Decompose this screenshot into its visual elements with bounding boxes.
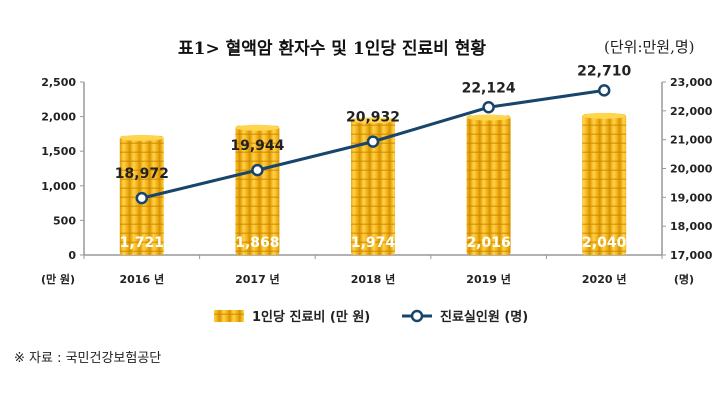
bar-value-label: 2,016 (466, 235, 510, 251)
bar-value-label: 1,868 (235, 235, 279, 251)
right-tick-label: 19,000 (670, 191, 713, 204)
left-tick-label: 0 (68, 249, 76, 262)
legend-line-label: 진료실인원 (명) (440, 309, 528, 325)
line-value-label: 19,944 (230, 138, 284, 154)
line-value-label: 22,710 (577, 63, 631, 79)
legend-line-marker (410, 309, 424, 323)
source-note: ※ 자료 : 국민건강보험공단 (14, 351, 162, 366)
x-tick-label: 2016 년 (120, 272, 165, 286)
right-tick-label: 21,000 (670, 134, 713, 147)
bar-coin-stack (351, 118, 395, 255)
bar-top-coin (582, 112, 627, 119)
bar-coin-stack (582, 113, 627, 255)
bar-value-label: 1,721 (120, 235, 164, 251)
left-tick-label: 2,000 (41, 111, 76, 124)
x-tick-label: 2019 년 (466, 272, 511, 286)
left-tick-label: 1,000 (41, 180, 76, 193)
bar-coin-stack (466, 115, 511, 255)
bar-top-coin (351, 117, 395, 124)
left-tick-label: 1,500 (41, 145, 76, 158)
line-value-label: 20,932 (346, 110, 400, 126)
unit-note: (단위:만원,명) (604, 38, 695, 56)
line-point (251, 163, 264, 177)
chart-title: 표1> 혈액암 환자수 및 1인당 진료비 현황 (178, 39, 487, 59)
line-value-label: 18,972 (115, 166, 169, 182)
line-point (135, 191, 149, 205)
legend-bar-swatch (214, 310, 244, 322)
x-tick-label: 2018 년 (351, 272, 396, 286)
line-point (597, 84, 611, 97)
right-tick-label: 17,000 (670, 249, 713, 262)
x-tick-label: 2020 년 (582, 272, 627, 286)
line-point (482, 101, 495, 114)
right-tick-label: 20,000 (670, 163, 713, 176)
left-tick-label: 2,500 (41, 76, 76, 89)
bar-coin-stack (235, 125, 280, 255)
bar-value-label: 1,974 (351, 235, 396, 251)
line-point (366, 135, 380, 148)
x-tick-label: 2017 년 (235, 272, 280, 286)
bar-top-coin (466, 114, 511, 121)
right-tick-label: 22,000 (670, 105, 713, 118)
bar-value-label: 2,040 (582, 235, 627, 251)
right-tick-label: 23,000 (670, 76, 713, 89)
line-value-label: 22,124 (462, 80, 516, 96)
right-axis-label: (명) (674, 272, 694, 286)
right-tick-label: 18,000 (670, 220, 713, 233)
left-tick-label: 500 (53, 214, 76, 227)
left-axis-label: (만 원) (41, 272, 75, 286)
bar-top-coin (119, 134, 164, 141)
bar-top-coin (235, 124, 280, 131)
legend-bar-label: 1인당 진료비 (만 원) (252, 309, 370, 325)
